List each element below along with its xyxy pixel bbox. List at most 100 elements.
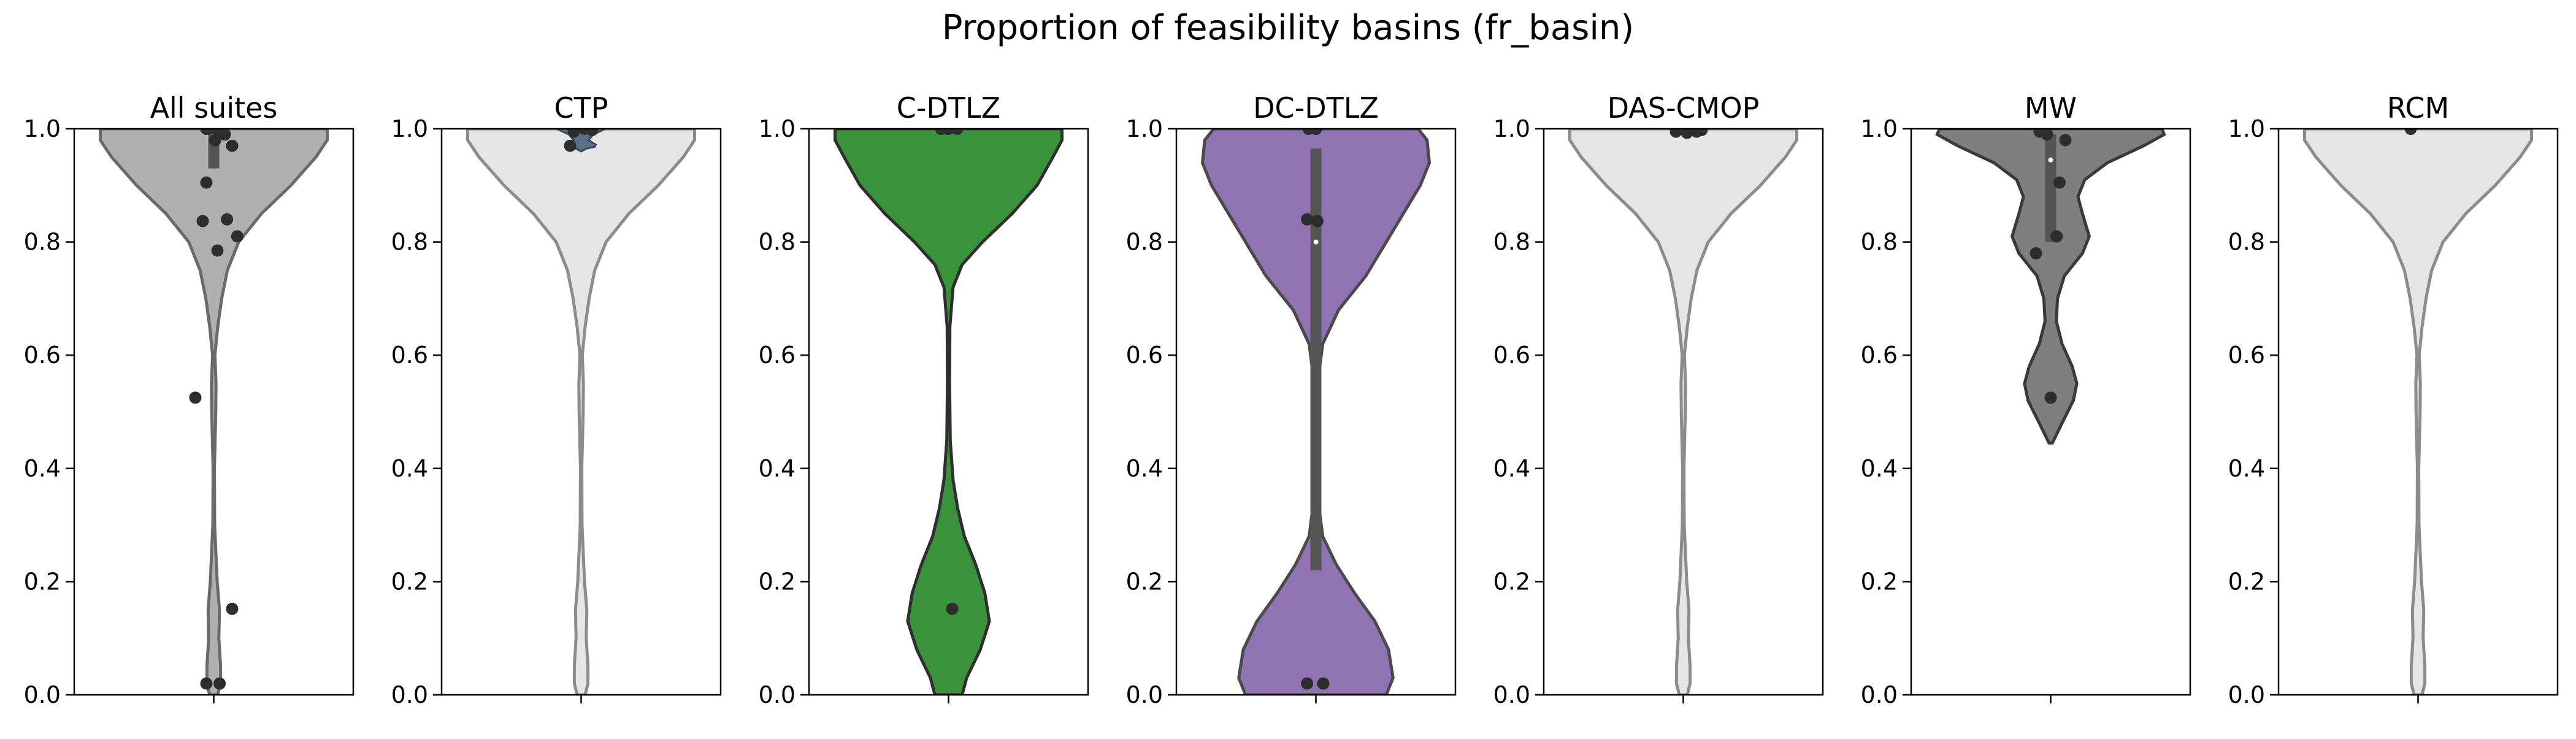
panel-5-y-tick-label-2: 0.4	[1861, 455, 1898, 482]
panel-5-point-4	[2050, 230, 2063, 243]
panel-2-violin	[834, 129, 1064, 695]
panel-5-title: MW	[2025, 91, 2077, 124]
panel-2-point-2	[951, 129, 964, 135]
panel-1-point-3	[586, 129, 599, 136]
panel-5	[1935, 129, 2166, 445]
panel-2-point-3	[935, 129, 948, 135]
panel-0-point-3	[200, 129, 213, 135]
panel-6	[2303, 129, 2533, 695]
panel-0-point-7	[200, 176, 213, 189]
panel-6-violin	[2303, 129, 2533, 695]
panel-5-y-tick-label-1: 0.2	[1861, 568, 1898, 595]
panel-0-title: All suites	[150, 91, 278, 124]
panel-5-y-tick-label-5: 1.0	[1861, 115, 1898, 142]
panel-3-point-5	[1302, 129, 1315, 135]
panel-2-y-tick-label-0: 0.0	[759, 681, 795, 708]
panel-3-box	[1310, 148, 1322, 570]
panel-6-y-tick-label-3: 0.6	[2228, 342, 2265, 369]
panel-0-y-tick-label-4: 0.8	[24, 229, 61, 256]
panel-3-y-tick-label-5: 1.0	[1126, 115, 1163, 142]
panel-0-violin	[99, 129, 329, 695]
panel-4-y-tick-label-2: 0.4	[1493, 455, 1530, 482]
panel-4-point-1	[1681, 129, 1693, 139]
panel-1-y-tick-label-2: 0.4	[391, 455, 428, 482]
panel-1-y-tick-label-3: 0.6	[391, 342, 428, 369]
panel-0-y-tick-label-3: 0.6	[24, 342, 61, 369]
panel-1-point-0	[567, 129, 580, 138]
panel-0-y-tick-label-5: 1.0	[24, 115, 61, 142]
panel-3-y-tick-label-2: 0.4	[1126, 455, 1163, 482]
panel-4	[1568, 129, 1798, 695]
panel-2-title: C-DTLZ	[897, 91, 1000, 124]
panel-2	[834, 129, 1064, 695]
figure-title: Proportion of feasibility basins (fr_bas…	[942, 8, 1634, 48]
panel-0-point-9	[196, 215, 209, 228]
panel-5-y-tick-label-0: 0.0	[1861, 681, 1898, 708]
panel-4-y-tick-label-5: 1.0	[1493, 115, 1530, 142]
panel-3-y-tick-label-4: 0.8	[1126, 229, 1163, 256]
panel-1-y-tick-label-5: 1.0	[391, 115, 428, 142]
panel-4-point-3	[1695, 129, 1708, 136]
panel-5-y-tick-label-4: 0.8	[1861, 229, 1898, 256]
panel-5-point-5	[2030, 247, 2042, 260]
panel-5-box	[2045, 134, 2057, 242]
panel-0-point-11	[211, 244, 224, 257]
panel-3-median	[1313, 239, 1319, 245]
panel-0-point-4	[218, 129, 231, 141]
panel-2-y-tick-label-4: 0.8	[759, 229, 795, 256]
panel-0-point-15	[213, 677, 226, 690]
panel-0-point-8	[221, 213, 234, 226]
panel-3-y-tick-label-0: 0.0	[1126, 681, 1163, 708]
panel-5-point-6	[2044, 391, 2057, 404]
panel-2-point-0	[946, 602, 959, 615]
panel-0-y-tick-label-0: 0.0	[24, 681, 61, 708]
panel-0	[99, 129, 329, 695]
panel-6-y-tick-label-1: 0.2	[2228, 568, 2265, 595]
panel-1	[466, 129, 696, 695]
panel-4-y-tick-label-3: 0.6	[1493, 342, 1530, 369]
panel-1-title: CTP	[554, 91, 608, 124]
panel-3-y-tick-label-1: 0.2	[1126, 568, 1163, 595]
panel-6-y-tick-label-5: 1.0	[2228, 115, 2265, 142]
panel-3-point-2	[1301, 213, 1314, 226]
panel-5-point-1	[2041, 129, 2053, 141]
panel-3-title: DC-DTLZ	[1253, 91, 1379, 124]
panel-3-point-1	[1317, 677, 1330, 690]
panel-0-point-10	[231, 230, 243, 243]
panel-3-point-3	[1311, 215, 1324, 228]
panel-3	[1200, 129, 1432, 695]
panel-5-y-tick-label-3: 0.6	[1861, 342, 1898, 369]
panel-0-point-12	[189, 391, 202, 404]
panel-2-y-tick-label-1: 0.2	[759, 568, 795, 595]
panel-5-point-3	[2053, 176, 2066, 189]
panel-4-point-0	[1669, 129, 1682, 138]
panel-0-y-tick-label-2: 0.4	[24, 455, 61, 482]
panel-2-y-tick-label-3: 0.6	[759, 342, 795, 369]
panel-4-title: DAS-CMOP	[1608, 91, 1760, 124]
panel-6-title: RCM	[2387, 91, 2449, 124]
panel-5-point-2	[2059, 134, 2072, 147]
panel-1-y-tick-label-0: 0.0	[391, 681, 428, 708]
panel-6-y-tick-label-4: 0.8	[2228, 229, 2265, 256]
panel-1-y-tick-label-4: 0.8	[391, 229, 428, 256]
panel-1-point-2	[564, 139, 577, 152]
panel-0-point-14	[200, 677, 213, 690]
panel-4-y-tick-label-1: 0.2	[1493, 568, 1530, 595]
panel-6-y-tick-label-0: 0.0	[2228, 681, 2265, 708]
panel-2-y-tick-label-2: 0.4	[759, 455, 795, 482]
panel-4-y-tick-label-4: 0.8	[1493, 229, 1530, 256]
panel-5-violin	[1935, 129, 2166, 445]
panel-0-point-6	[226, 139, 239, 152]
panel-3-point-0	[1301, 677, 1314, 690]
panel-6-point-0	[2404, 129, 2417, 135]
panel-0-point-5	[209, 134, 221, 147]
panel-4-violin	[1568, 129, 1798, 695]
panel-1-y-tick-label-1: 0.2	[391, 568, 428, 595]
panel-3-y-tick-label-3: 0.6	[1126, 342, 1163, 369]
panel-1-violin	[466, 129, 696, 695]
panel-2-y-tick-label-5: 1.0	[759, 115, 795, 142]
panels-group: All suites 0.0 0.2 0.4 0.6 0.8 1.0 CTP 0.0 0.2 0.4…	[24, 91, 2559, 708]
panel-0-point-13	[226, 602, 239, 615]
